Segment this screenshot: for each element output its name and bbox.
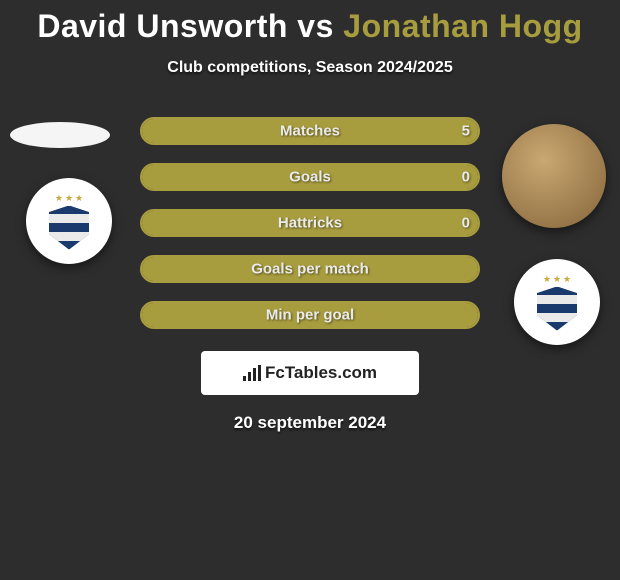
stat-label: Goals	[289, 169, 331, 186]
stats-panel: Matches 5 Goals 0 Hattricks 0 Goals per match M…	[140, 117, 480, 329]
infographic-date: 20 september 2024	[0, 413, 620, 433]
badge-shield-icon	[49, 206, 89, 250]
stat-value-right: 0	[462, 169, 470, 186]
stat-fill-left	[142, 165, 310, 189]
comparison-title: David Unsworth vs Jonathan Hogg	[0, 0, 620, 45]
stat-row: Matches 5	[140, 117, 480, 145]
stat-row: Goals per match	[140, 255, 480, 283]
stat-row: Min per goal	[140, 301, 480, 329]
fctables-logo: FcTables.com	[201, 351, 419, 395]
stat-fill-right	[310, 165, 478, 189]
player1-avatar-placeholder	[10, 122, 110, 148]
stat-value-right: 5	[462, 123, 470, 140]
badge-shield-icon	[537, 287, 577, 331]
stat-value-right: 0	[462, 215, 470, 232]
player2-name: Jonathan Hogg	[343, 8, 582, 44]
logo-bars-icon	[243, 365, 261, 381]
player1-club-badge: ★★★	[26, 178, 112, 264]
stat-label: Hattricks	[278, 215, 342, 232]
player2-club-badge: ★★★	[514, 259, 600, 345]
title-vs: vs	[297, 8, 334, 44]
huddersfield-badge-icon: ★★★	[42, 191, 96, 251]
stat-row: Hattricks 0	[140, 209, 480, 237]
huddersfield-badge-icon: ★★★	[530, 272, 584, 332]
stat-label: Goals per match	[251, 261, 369, 278]
player2-avatar	[502, 124, 606, 228]
badge-stars-icon: ★★★	[55, 193, 83, 204]
badge-stars-icon: ★★★	[543, 274, 571, 285]
stat-label: Min per goal	[266, 307, 354, 324]
stat-label: Matches	[280, 123, 340, 140]
subtitle: Club competitions, Season 2024/2025	[0, 59, 620, 77]
logo-text: FcTables.com	[265, 363, 377, 383]
stat-row: Goals 0	[140, 163, 480, 191]
player1-name: David Unsworth	[37, 8, 288, 44]
